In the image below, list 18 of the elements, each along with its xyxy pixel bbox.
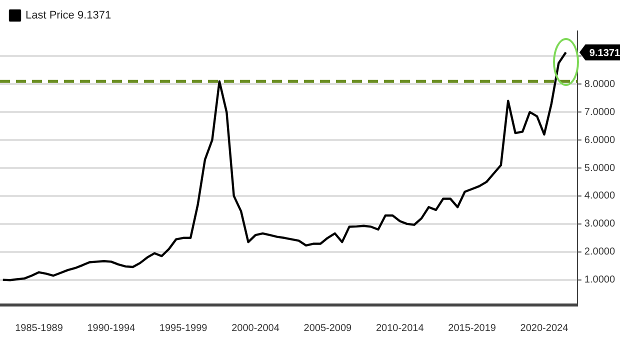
y-tick-label: 4.0000 xyxy=(584,190,616,202)
x-tick-label: 1995-1999 xyxy=(159,322,208,334)
x-tick-label: 1990-1994 xyxy=(87,322,136,334)
y-tick-label: 2.0000 xyxy=(584,246,616,258)
x-tick-label: 2000-2004 xyxy=(232,322,280,334)
x-tick-label: 1985-1989 xyxy=(15,322,64,334)
x-tick-label: 2015-2019 xyxy=(448,322,496,334)
y-tick-label: 5.0000 xyxy=(584,162,616,174)
y-tick-label: 8.0000 xyxy=(584,78,616,90)
y-tick-label: 3.0000 xyxy=(584,218,616,230)
x-tick-label: 2010-2014 xyxy=(376,322,424,334)
y-tick-label: 6.0000 xyxy=(584,134,616,146)
legend-label: Last Price 9.1371 xyxy=(26,10,112,22)
y-tick-label: 7.0000 xyxy=(584,106,616,118)
x-tick-label: 2005-2009 xyxy=(304,322,352,334)
x-tick-label: 2020-2024 xyxy=(520,322,569,334)
y-tick-label: 1.0000 xyxy=(584,274,616,286)
text: 9.1371 xyxy=(589,48,620,60)
